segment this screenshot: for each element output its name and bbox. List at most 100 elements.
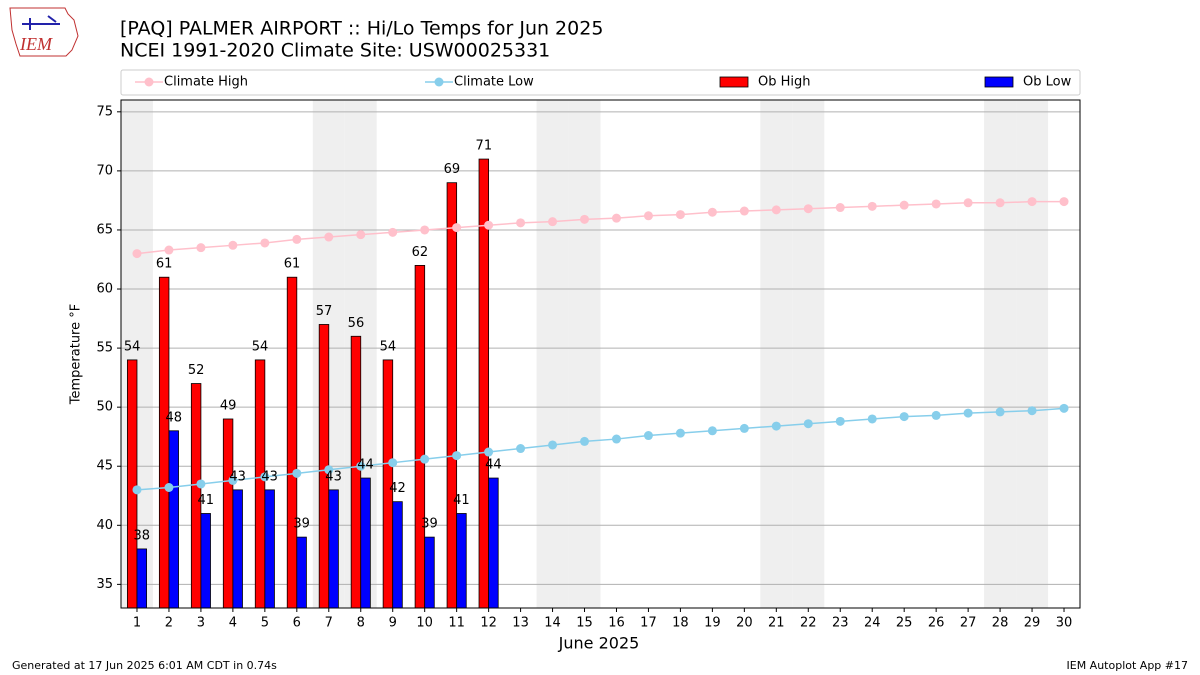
x-tick-label: 20 xyxy=(736,616,753,631)
x-tick-label: 4 xyxy=(229,616,237,631)
y-tick-label: 35 xyxy=(96,577,113,592)
bar xyxy=(446,182,458,609)
line-point xyxy=(771,205,781,215)
data-label: 43 xyxy=(261,469,278,484)
line-point xyxy=(388,458,398,468)
x-tick-label: 30 xyxy=(1056,616,1073,631)
legend-label: Climate High xyxy=(164,75,248,90)
bar xyxy=(126,359,138,609)
y-tick-label: 45 xyxy=(96,459,113,474)
line-point xyxy=(739,423,749,433)
x-tick-label: 12 xyxy=(480,616,497,631)
weekend-band xyxy=(760,100,793,608)
line-point xyxy=(260,472,270,482)
line-point xyxy=(420,225,430,235)
x-tick-label: 7 xyxy=(325,616,333,631)
bar xyxy=(264,489,275,609)
line-point xyxy=(995,407,1005,417)
weekend-band xyxy=(792,100,825,608)
x-tick-label: 1 xyxy=(133,616,141,631)
bar xyxy=(360,477,371,609)
line-point xyxy=(835,416,845,426)
line-point xyxy=(707,426,717,436)
line-point xyxy=(324,465,334,475)
x-tick-label: 21 xyxy=(768,616,785,631)
y-tick-label: 75 xyxy=(96,104,113,119)
data-label: 41 xyxy=(197,493,214,508)
bar xyxy=(296,536,307,609)
line-point xyxy=(931,410,941,420)
y-tick-label: 50 xyxy=(96,400,113,415)
line-point xyxy=(1059,403,1069,413)
line-point xyxy=(1059,197,1069,207)
data-label: 56 xyxy=(348,316,365,331)
data-label: 39 xyxy=(421,517,438,532)
bar xyxy=(222,418,234,609)
x-tick-label: 9 xyxy=(389,616,397,631)
x-axis-label: June 2025 xyxy=(558,634,640,653)
legend-marker xyxy=(434,77,444,87)
y-tick-label: 55 xyxy=(96,341,113,356)
data-label: 44 xyxy=(485,458,502,473)
line-point xyxy=(356,461,366,471)
x-tick-label: 23 xyxy=(832,616,849,631)
legend-label: Ob Low xyxy=(1023,75,1072,90)
x-tick-label: 14 xyxy=(544,616,561,631)
bar xyxy=(328,489,339,609)
bar xyxy=(456,513,467,609)
line-point xyxy=(899,412,909,422)
x-tick-label: 16 xyxy=(608,616,625,631)
line-point xyxy=(931,199,941,209)
line-point xyxy=(196,243,206,253)
line-point xyxy=(420,454,430,464)
weekend-band xyxy=(568,100,601,608)
footer-right: IEM Autoplot App #17 xyxy=(1067,659,1189,672)
line-point xyxy=(164,482,174,492)
x-tick-label: 3 xyxy=(197,616,205,631)
line-point xyxy=(548,440,558,450)
x-tick-label: 2 xyxy=(165,616,173,631)
x-tick-label: 6 xyxy=(293,616,301,631)
line-point xyxy=(356,230,366,240)
line-point xyxy=(963,198,973,208)
logo: IEM xyxy=(9,7,79,57)
x-tick-label: 26 xyxy=(928,616,945,631)
weekend-band xyxy=(1016,100,1049,608)
line-point xyxy=(132,485,142,495)
data-label: 49 xyxy=(220,398,237,413)
data-label: 69 xyxy=(444,162,461,177)
data-label: 41 xyxy=(453,493,470,508)
data-label: 61 xyxy=(284,257,301,272)
bar xyxy=(286,276,298,609)
chart-subtitle: NCEI 1991-2020 Climate Site: USW00025331 xyxy=(120,40,550,62)
data-label: 54 xyxy=(380,339,397,354)
bar xyxy=(168,430,179,609)
line-point xyxy=(228,475,238,485)
line-point xyxy=(803,419,813,429)
bar xyxy=(392,501,403,609)
x-tick-label: 17 xyxy=(640,616,657,631)
y-tick-label: 65 xyxy=(96,222,113,237)
line-point xyxy=(580,436,590,446)
line-point xyxy=(771,421,781,431)
data-label: 48 xyxy=(165,410,182,425)
data-label: 54 xyxy=(252,339,269,354)
line-point xyxy=(484,220,494,230)
line-point xyxy=(196,479,206,489)
data-label: 39 xyxy=(293,517,310,532)
x-tick-label: 18 xyxy=(672,616,689,631)
line-point xyxy=(548,217,558,227)
line-point xyxy=(643,431,653,441)
logo-text: IEM xyxy=(19,34,53,54)
bar xyxy=(136,548,147,609)
legend-swatch xyxy=(719,76,749,88)
x-tick-label: 22 xyxy=(800,616,817,631)
x-tick-label: 8 xyxy=(357,616,365,631)
x-tick-label: 11 xyxy=(448,616,465,631)
line-point xyxy=(963,408,973,418)
line-point xyxy=(228,240,238,250)
weekend-band xyxy=(536,100,569,608)
x-tick-label: 13 xyxy=(512,616,529,631)
data-label: 52 xyxy=(188,363,205,378)
